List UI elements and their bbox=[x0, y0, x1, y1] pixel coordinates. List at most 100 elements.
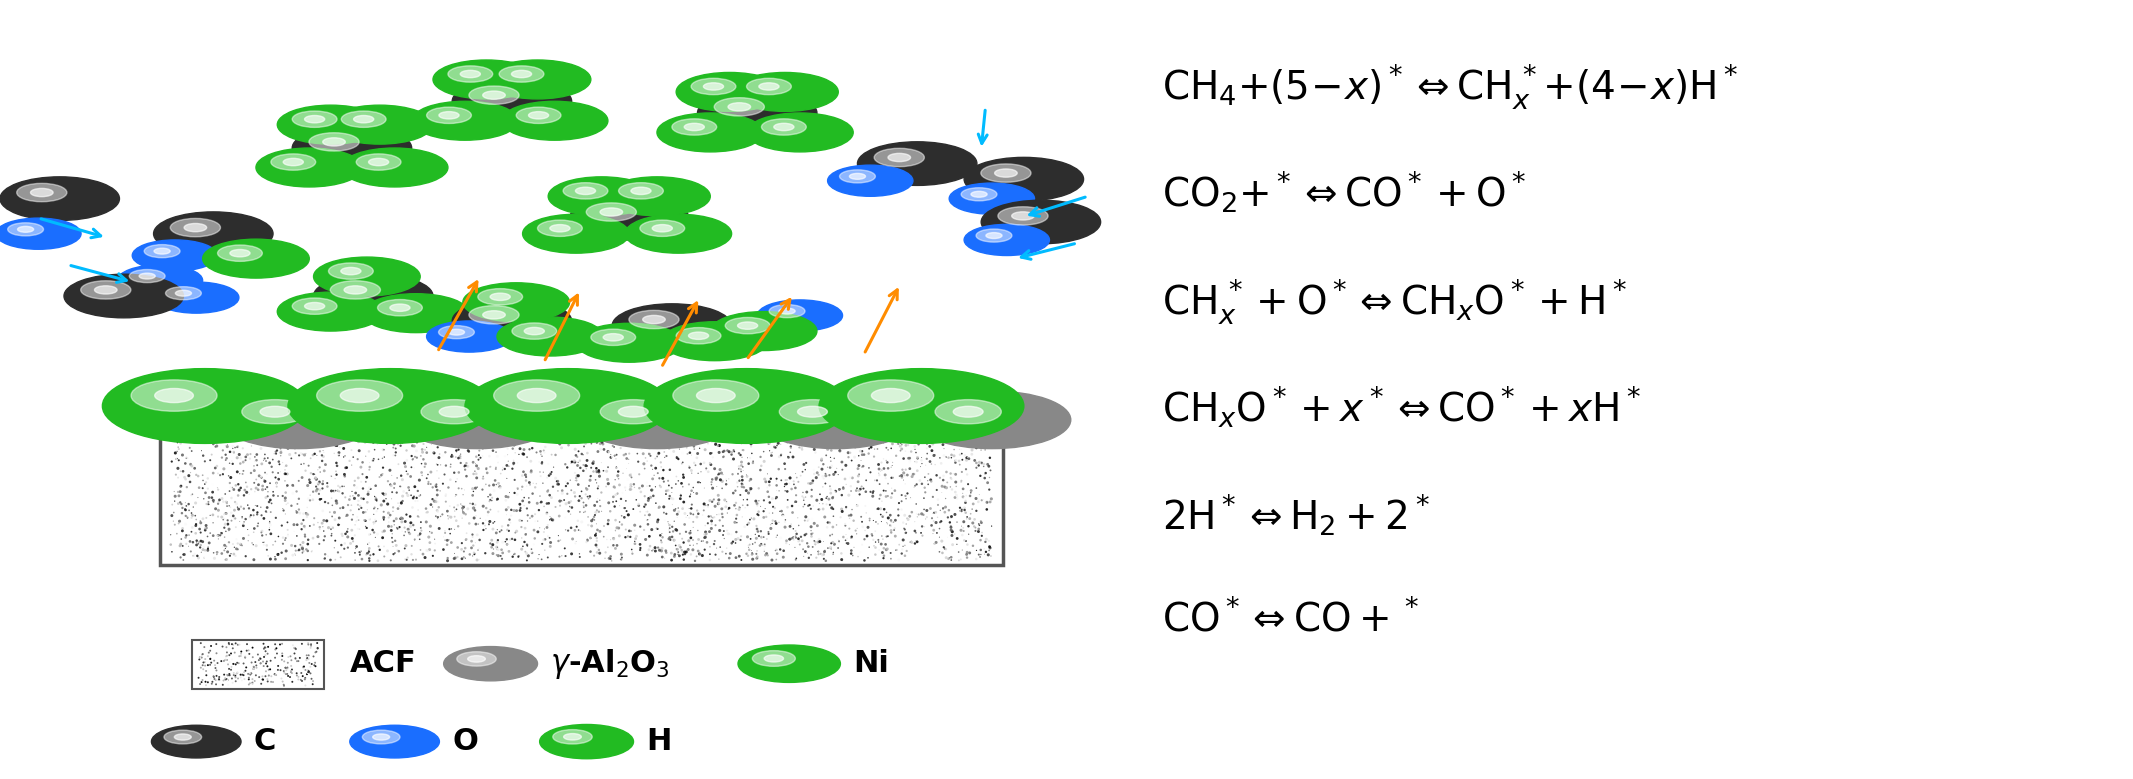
Point bbox=[162, 540, 196, 552]
Point bbox=[949, 513, 983, 525]
Point bbox=[717, 499, 751, 512]
Point bbox=[162, 441, 196, 453]
Point bbox=[862, 534, 896, 546]
Point bbox=[634, 446, 668, 459]
Point bbox=[516, 538, 550, 551]
Point bbox=[237, 504, 271, 516]
Point bbox=[789, 537, 823, 549]
Point bbox=[215, 455, 250, 467]
Point bbox=[476, 479, 510, 492]
Point bbox=[239, 482, 273, 495]
Point bbox=[627, 457, 661, 470]
Point bbox=[608, 502, 642, 514]
Point bbox=[578, 474, 612, 486]
Point bbox=[226, 668, 260, 681]
Point bbox=[220, 543, 254, 555]
Point bbox=[294, 640, 328, 652]
Point bbox=[917, 538, 951, 550]
Point bbox=[708, 473, 742, 485]
Point bbox=[271, 530, 305, 542]
Point bbox=[484, 524, 518, 537]
Point bbox=[593, 448, 627, 460]
Point bbox=[555, 502, 589, 514]
Point bbox=[759, 548, 793, 560]
Point bbox=[292, 474, 326, 486]
Point bbox=[444, 543, 478, 555]
Point bbox=[608, 523, 642, 536]
Point bbox=[885, 534, 919, 546]
Point bbox=[789, 491, 823, 503]
Point bbox=[243, 657, 277, 669]
Point bbox=[964, 515, 998, 527]
Point bbox=[418, 538, 452, 550]
Point bbox=[448, 508, 482, 520]
Point bbox=[375, 527, 410, 540]
Point bbox=[732, 487, 766, 499]
Point bbox=[518, 508, 552, 520]
Point bbox=[900, 438, 934, 450]
Point bbox=[578, 549, 612, 562]
Point bbox=[712, 502, 747, 514]
Point bbox=[405, 469, 439, 481]
Point bbox=[883, 431, 917, 443]
Point bbox=[222, 448, 256, 460]
Point bbox=[602, 471, 636, 484]
Point bbox=[930, 511, 964, 523]
Point bbox=[209, 650, 243, 663]
Point bbox=[211, 524, 245, 537]
Point bbox=[380, 513, 414, 525]
Point bbox=[444, 435, 478, 447]
Point bbox=[836, 549, 870, 562]
Point bbox=[497, 474, 531, 486]
Point bbox=[817, 433, 851, 446]
Point bbox=[896, 471, 930, 483]
Circle shape bbox=[439, 326, 474, 339]
Point bbox=[220, 675, 254, 688]
Point bbox=[798, 464, 832, 476]
Point bbox=[949, 552, 983, 564]
Point bbox=[186, 648, 220, 661]
Point bbox=[407, 460, 442, 473]
Point bbox=[395, 439, 429, 452]
Point bbox=[397, 490, 431, 502]
Point bbox=[776, 531, 811, 544]
Circle shape bbox=[875, 148, 924, 167]
Point bbox=[806, 502, 840, 515]
Text: H: H bbox=[646, 727, 672, 756]
Point bbox=[928, 432, 962, 444]
Point bbox=[599, 488, 634, 501]
Point bbox=[480, 494, 514, 506]
Point bbox=[956, 485, 990, 497]
Point bbox=[277, 549, 311, 562]
Point bbox=[416, 446, 450, 459]
Point bbox=[555, 522, 589, 534]
Point bbox=[702, 433, 736, 446]
Point bbox=[209, 518, 243, 530]
Circle shape bbox=[175, 734, 192, 740]
Point bbox=[674, 524, 708, 537]
Point bbox=[819, 462, 853, 474]
Point bbox=[435, 449, 469, 461]
Point bbox=[685, 509, 719, 521]
Point bbox=[169, 518, 203, 530]
Point bbox=[331, 499, 365, 511]
Point bbox=[879, 544, 913, 556]
Point bbox=[371, 435, 405, 448]
Point bbox=[657, 534, 691, 546]
Point bbox=[186, 651, 220, 664]
Point bbox=[247, 637, 282, 650]
Point bbox=[198, 552, 232, 565]
Point bbox=[864, 456, 898, 469]
Point bbox=[552, 474, 587, 486]
Point bbox=[465, 443, 499, 456]
Point bbox=[580, 532, 614, 545]
Point bbox=[288, 673, 322, 686]
Point bbox=[395, 471, 429, 483]
Point bbox=[843, 445, 877, 457]
Point bbox=[196, 675, 230, 688]
Point bbox=[704, 467, 738, 479]
Point bbox=[753, 507, 787, 520]
Point bbox=[525, 450, 559, 463]
Point bbox=[273, 664, 307, 677]
Point bbox=[657, 445, 691, 457]
